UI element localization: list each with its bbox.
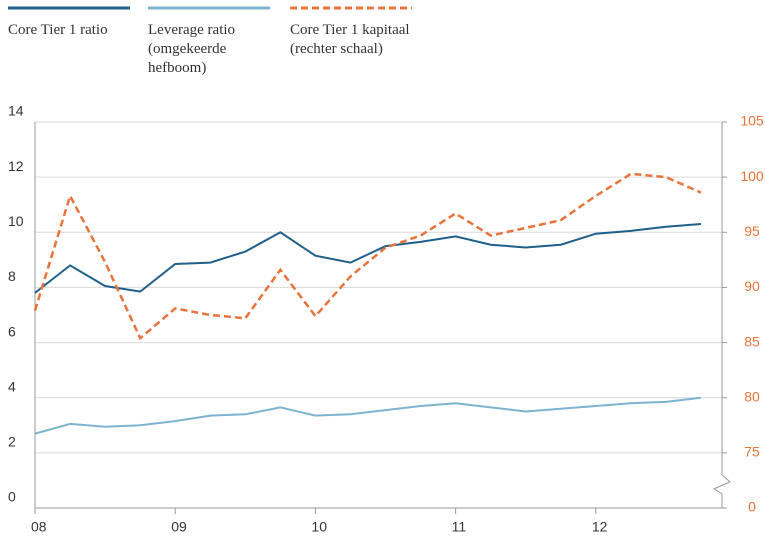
- y2-tick-label: 100: [740, 168, 764, 184]
- legend-label: Core Tier 1 kapitaal (rechter schaal): [290, 22, 410, 57]
- legend-label: Leverage ratio (omgekeerde hefboom): [148, 22, 236, 76]
- y2-tick-label: 0: [748, 499, 756, 515]
- y-tick-label: 8: [8, 268, 16, 284]
- x-tick-label: 11: [452, 519, 467, 535]
- y2-tick-label: 75: [744, 444, 760, 460]
- y-tick-label: 10: [8, 213, 24, 229]
- legend-item: Core Tier 1 kapitaal (rechter schaal): [290, 0, 415, 59]
- legend-item: Leverage ratio (omgekeerde hefboom): [148, 0, 273, 78]
- series-line: [33, 172, 702, 341]
- series-line: [34, 223, 702, 294]
- x-tick-label: 08: [31, 519, 47, 535]
- x-tick-label: 10: [311, 519, 327, 535]
- legend-item: Core Tier 1 ratio: [8, 0, 133, 40]
- legend-swatch: [8, 6, 130, 10]
- y2-tick-label: 95: [744, 223, 760, 239]
- y2-tick-label: 80: [744, 388, 760, 404]
- y-tick-label: 0: [8, 489, 16, 505]
- y-tick-label: 4: [8, 378, 16, 394]
- y-tick-label: 14: [8, 103, 24, 119]
- legend-swatch: [148, 6, 270, 10]
- y2-tick-label: 105: [740, 113, 764, 129]
- axis-break: [712, 474, 731, 508]
- x-tick-label: 09: [171, 519, 187, 535]
- y-tick-label: 6: [8, 323, 16, 339]
- y2-tick-label: 85: [744, 333, 760, 349]
- legend-label: Core Tier 1 ratio: [8, 22, 108, 38]
- y2-tick-label: 90: [744, 278, 760, 294]
- y-tick-label: 12: [8, 158, 24, 174]
- y-tick-label: 2: [8, 434, 16, 450]
- legend-swatch: [290, 6, 412, 10]
- x-tick-label: 12: [592, 519, 608, 535]
- series-line: [34, 396, 702, 435]
